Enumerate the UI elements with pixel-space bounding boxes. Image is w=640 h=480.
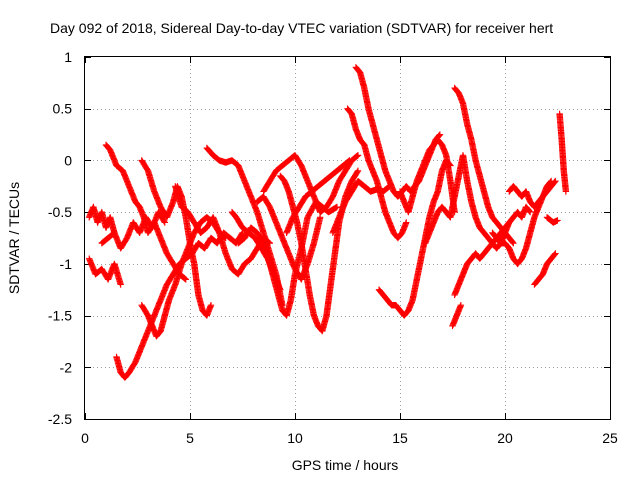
data-point <box>354 152 362 159</box>
data-point <box>222 234 229 242</box>
series-arc-28 <box>543 214 561 226</box>
series-arc-03 <box>102 141 189 283</box>
data-point <box>181 275 189 282</box>
x-tick-label: 10 <box>287 430 303 446</box>
y-tick-label: -2 <box>60 359 73 375</box>
series-arc-04 <box>98 208 168 252</box>
series-arc-20 <box>396 136 458 216</box>
series-arc-17 <box>352 64 444 200</box>
y-tick-label: 0 <box>64 152 72 168</box>
data-point <box>117 281 124 288</box>
data-point <box>160 218 168 225</box>
data-point <box>207 302 215 309</box>
series-arc-24 <box>449 302 465 330</box>
y-tick-label: -1 <box>60 256 73 272</box>
series-arc-07 <box>138 157 215 319</box>
x-tick-labels: 0 5 10 15 20 25 <box>81 430 618 446</box>
chart-title: Day 092 of 2018, Sidereal Day-to-day VTE… <box>50 20 553 36</box>
series-arc-02 <box>86 255 124 288</box>
y-tick-labels: -2.5 -2 -1.5 -1 -0.5 0 0.5 1 <box>48 49 72 427</box>
data-point <box>161 219 168 226</box>
data-point <box>182 276 189 283</box>
series-arc-14 <box>277 167 362 335</box>
x-tick-label: 0 <box>81 430 89 446</box>
plot-frame <box>84 56 611 420</box>
y-tick-label: -2.5 <box>48 411 72 427</box>
y-tick-label: -0.5 <box>48 204 72 220</box>
x-tick-label: 5 <box>186 430 194 446</box>
series-arc-27 <box>531 250 559 288</box>
data-point <box>353 153 360 160</box>
y-axis-label: SDTVAR / TECUs <box>6 182 22 294</box>
y-tick-label: 0.5 <box>53 101 73 117</box>
data-point <box>238 230 245 238</box>
data-point <box>333 203 341 211</box>
series-arc-29 <box>556 110 570 195</box>
data-point <box>181 275 188 282</box>
data-point <box>221 234 229 241</box>
x-tick-label: 25 <box>602 430 618 446</box>
series-arc-08 <box>172 183 229 242</box>
y-tick-label: -1.5 <box>48 308 72 324</box>
x-tick-label: 15 <box>392 430 408 446</box>
x-tick-label: 20 <box>497 430 513 446</box>
series-arc-01 <box>86 203 118 236</box>
y-tick-label: 1 <box>64 49 72 65</box>
x-axis-label: GPS time / hours <box>292 457 399 473</box>
data-points <box>86 64 570 381</box>
